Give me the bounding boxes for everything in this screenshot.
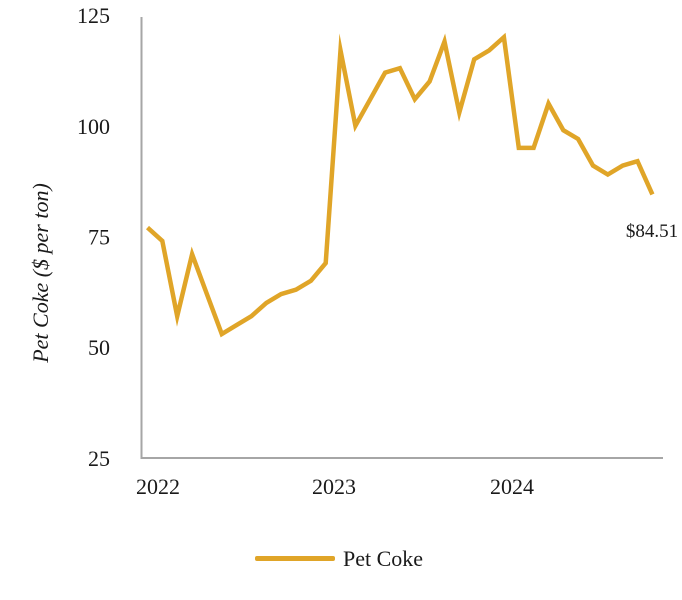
y-axis-title: Pet Coke ($ per ton) [28, 183, 53, 364]
x-tick-2023: 2023 [312, 474, 356, 499]
x-tick-2022: 2022 [136, 474, 180, 499]
last-value-annotation: $84.51 [626, 221, 678, 242]
y-tick-50: 50 [88, 335, 110, 360]
legend-label: Pet Coke [343, 546, 423, 571]
pet-coke-line-series [145, 32, 655, 338]
y-tick-25: 25 [88, 446, 110, 471]
y-tick-75: 75 [88, 225, 110, 250]
y-tick-125: 125 [77, 3, 110, 28]
x-tick-2024: 2024 [490, 474, 534, 499]
legend-line-swatch [255, 556, 335, 561]
legend: Pet Coke [255, 546, 423, 571]
y-tick-100: 100 [77, 114, 110, 139]
